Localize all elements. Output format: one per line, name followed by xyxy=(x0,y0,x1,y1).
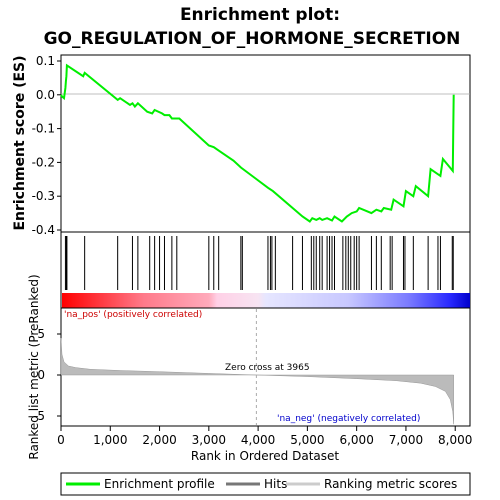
legend-hits-label: Hits xyxy=(264,477,287,491)
pos-label: 'na_pos' (positively correlated) xyxy=(64,310,202,320)
x-tick-label: 6,000 xyxy=(339,433,373,447)
metric-y-tick-label: 5 xyxy=(37,327,45,341)
legend xyxy=(60,472,471,496)
x-tick-label: 2,000 xyxy=(142,433,176,447)
rank-heat-band xyxy=(62,293,470,308)
x-tick-label: 7,000 xyxy=(389,433,423,447)
es-curve xyxy=(60,63,455,223)
x-tick-label: 4,000 xyxy=(241,433,275,447)
es-y-tick-label: -0.2 xyxy=(32,155,55,169)
x-tick-label: 1,000 xyxy=(93,433,127,447)
es-y-axis: 0.1 0.0 -0.1 -0.2 -0.3 -0.4 xyxy=(32,54,61,237)
legend-es-label: Enrichment profile xyxy=(104,477,215,491)
zero-cross-label: Zero cross at 3965 xyxy=(225,363,310,373)
es-y-tick-label: -0.3 xyxy=(32,189,55,203)
es-y-tick-label: 0.0 xyxy=(36,88,55,102)
metric-panel xyxy=(60,307,471,427)
x-tick-label: 5,000 xyxy=(290,433,324,447)
metric-area xyxy=(60,338,454,425)
es-y-tick-label: -0.1 xyxy=(32,122,55,136)
metric-y-axis: 5 0 -5 xyxy=(33,327,61,423)
legend-metric-label: Ranking metric scores xyxy=(324,477,457,491)
metric-y-tick-label: 0 xyxy=(37,368,45,382)
chart-title-line1: Enrichment plot: xyxy=(180,5,340,25)
hits-ticks xyxy=(64,236,454,290)
neg-label: 'na_neg' (negatively correlated) xyxy=(277,414,420,424)
metric-y-label: Ranked list metric (PreRanked) xyxy=(27,274,41,459)
x-axis-label: Rank in Ordered Dataset xyxy=(191,449,339,463)
metric-y-tick-label: -5 xyxy=(33,409,45,423)
es-y-tick-label: -0.4 xyxy=(32,223,55,237)
x-tick-label: 0 xyxy=(57,433,65,447)
chart-title-line2: GO_REGULATION_OF_HORMONE_SECRETION xyxy=(44,29,461,49)
x-tick-label: 3,000 xyxy=(192,433,226,447)
x-axis: 0 1,000 2,000 3,000 4,000 5,000 6,000 7,000 8,00… xyxy=(57,426,472,447)
es-y-tick-label: 0.1 xyxy=(36,54,55,68)
x-tick-label: 8,000 xyxy=(438,433,472,447)
es-panel xyxy=(60,54,471,233)
es-y-label: Enrichment score (ES) xyxy=(12,55,28,230)
